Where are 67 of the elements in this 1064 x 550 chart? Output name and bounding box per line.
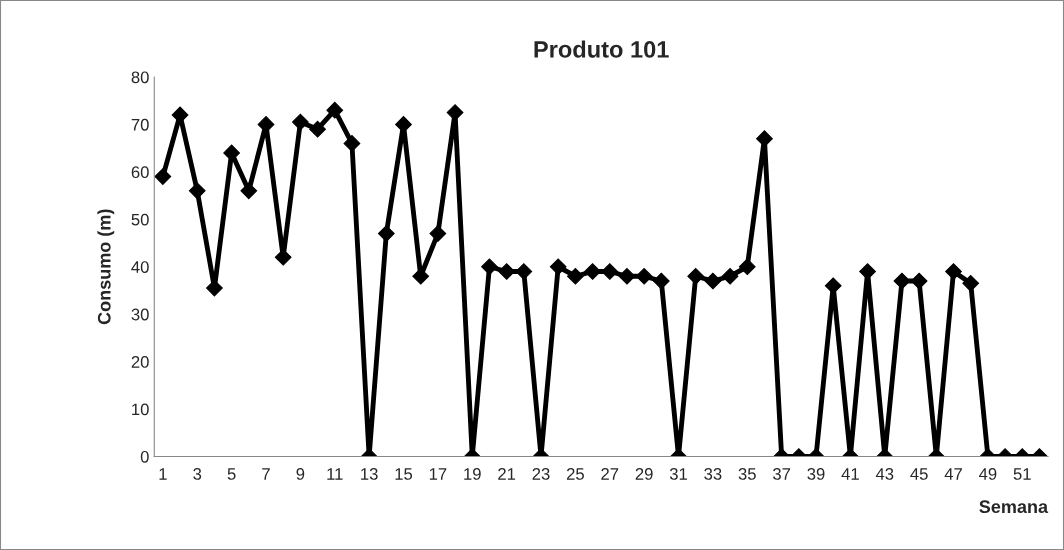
point [154,168,172,185]
point [910,272,928,290]
point [704,272,722,290]
x-tick-label: 37 [773,468,791,480]
point [618,267,636,285]
x-tick-label: 13 [361,468,378,480]
chart-title: Produto 101 [534,40,669,58]
point [635,267,653,285]
x-tick-label: 1 [159,468,167,480]
y-tick-label: 60 [131,166,149,179]
x-tick-label: 15 [395,468,413,480]
y-tick-label: 10 [132,403,149,416]
point [343,135,361,152]
x-tick-label: 17 [429,468,447,480]
x-tick-label: 23 [532,468,550,480]
x-tick-label: 49 [979,468,997,480]
x-tick-label: 41 [841,468,859,480]
x-tick-label: 7 [262,468,270,480]
point [601,263,619,280]
x-tick-label: 33 [704,468,722,480]
x-tick-label: 25 [566,468,584,480]
x-tick-label: 27 [601,468,619,480]
y-tick-label: 70 [131,118,149,131]
point [395,116,412,133]
x-tick-label: 39 [807,468,825,480]
x-tick-label: 9 [296,468,305,480]
x-tick-label: 21 [498,468,516,480]
x-tick-label: 3 [193,468,202,480]
point [292,113,309,131]
x-tick-label: 43 [875,468,894,480]
x-tick-label: 47 [944,468,962,480]
point [945,263,962,280]
point [721,267,739,285]
y-tick-label: 40 [131,261,149,273]
point [893,272,911,290]
y-tick-label: 80 [131,71,149,84]
x-tick-label: 45 [910,468,928,480]
y-tick-label: 20 [131,356,149,368]
point [429,225,447,242]
y-tick-label: 50 [131,213,149,226]
point [498,263,515,280]
x-tick-label: 5 [227,468,236,480]
x-tick-label: 51 [1013,468,1031,480]
x-tick-label: 35 [738,468,756,480]
point [652,272,670,290]
point [377,225,395,242]
y-tick-label: 0 [140,450,149,463]
x-tick-label: 19 [464,468,481,480]
point [549,258,567,276]
point [584,263,601,280]
point [567,267,584,285]
y-axis-title: Consumo (m) [97,209,115,325]
y-tick-label: 30 [131,308,149,321]
point [309,120,326,138]
point [859,263,876,280]
x-tick-label: 31 [669,468,687,480]
x-axis-title: Semana [979,500,1049,514]
point [738,258,756,276]
point [188,182,206,200]
x-tick-label: 11 [327,468,343,480]
point [962,274,980,292]
point [687,267,705,285]
point [326,101,344,119]
point [481,258,498,276]
point [240,182,258,200]
x-tick-label: 29 [635,468,653,480]
point [446,104,464,121]
